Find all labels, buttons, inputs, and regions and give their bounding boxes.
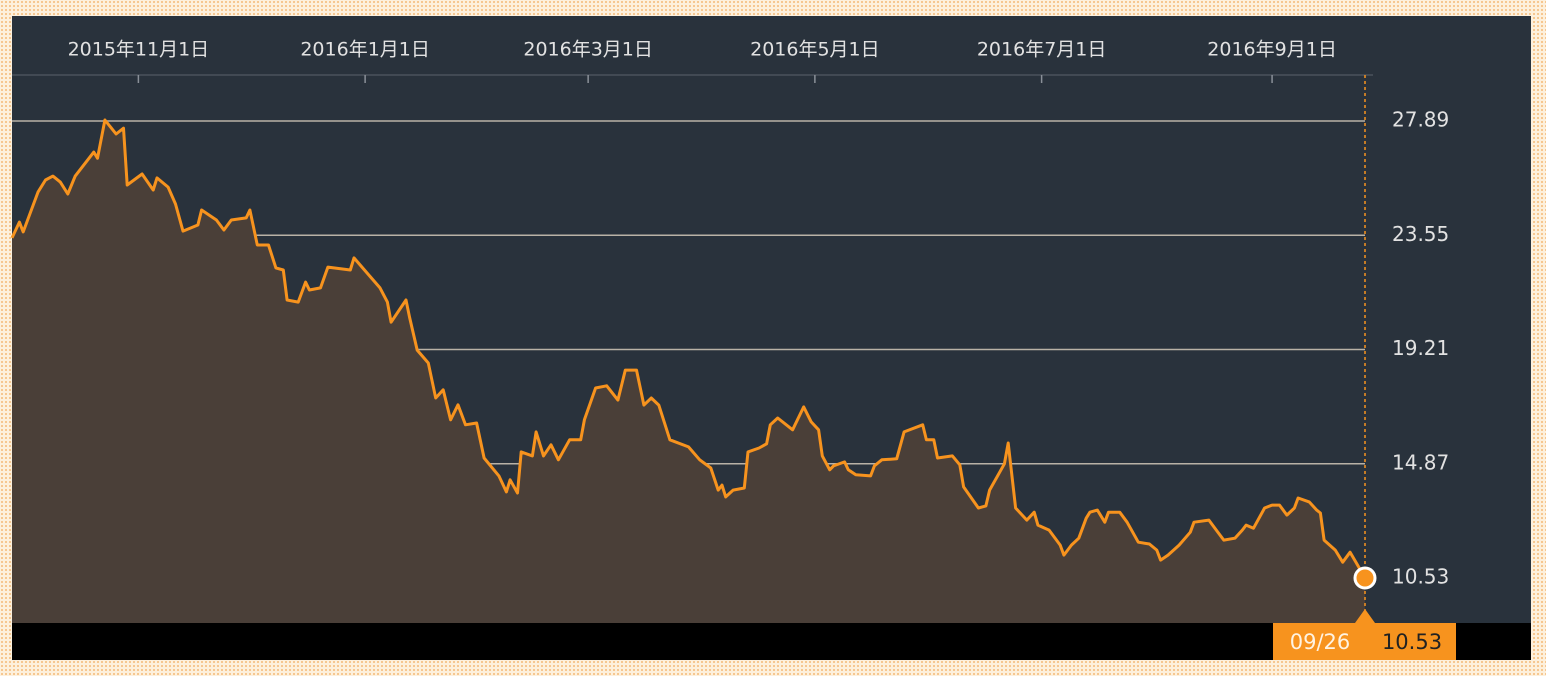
x-tick-label: 2015年11月1日 (68, 39, 210, 61)
area (12, 120, 1365, 623)
cursor-box (1273, 623, 1456, 660)
y-tick-label: 19.21 (1392, 336, 1449, 360)
x-tick-label: 2016年9月1日 (1207, 39, 1337, 61)
cursor-value: 10.53 (1382, 630, 1442, 654)
x-tick-label: 2016年1月1日 (300, 39, 430, 61)
y-tick-label: 10.53 (1392, 564, 1449, 588)
y-tick-label: 14.87 (1392, 450, 1449, 474)
cursor-pointer (1355, 609, 1375, 623)
x-tick-label: 2016年3月1日 (523, 39, 653, 61)
y-tick-label: 27.89 (1392, 108, 1449, 132)
cursor-date: 09/26 (1290, 630, 1351, 654)
last-point (1353, 566, 1377, 590)
x-tick-label: 2016年5月1日 (750, 39, 880, 61)
y-tick-label: 23.55 (1392, 222, 1449, 246)
line (10, 118, 1367, 579)
x-tick-label: 2016年7月1日 (977, 39, 1107, 61)
